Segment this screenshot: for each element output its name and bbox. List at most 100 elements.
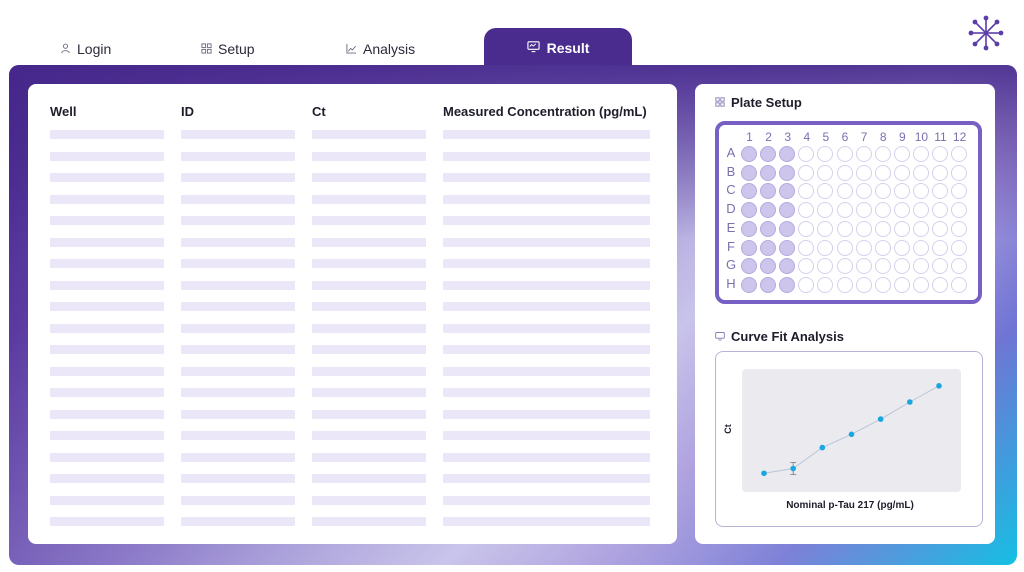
plate-well[interactable]: [779, 202, 796, 219]
plate-well[interactable]: [932, 258, 948, 275]
plate-well[interactable]: [912, 183, 929, 200]
plate-well[interactable]: [893, 146, 910, 162]
plate-well[interactable]: [893, 276, 910, 293]
plate-well[interactable]: [760, 239, 777, 256]
plate-well[interactable]: [779, 146, 796, 162]
plate-well[interactable]: [817, 164, 834, 181]
plate-well[interactable]: [760, 164, 777, 181]
plate-well[interactable]: [836, 258, 853, 275]
plate-well[interactable]: [741, 164, 757, 181]
plate-well[interactable]: [855, 239, 872, 256]
plate-well[interactable]: [741, 146, 757, 162]
plate-well[interactable]: [874, 146, 891, 162]
plate-well[interactable]: [912, 202, 929, 219]
plate-well[interactable]: [836, 276, 853, 293]
plate-well[interactable]: [932, 220, 948, 237]
plate-well[interactable]: [874, 239, 891, 256]
plate-well[interactable]: [741, 258, 757, 275]
plate-well[interactable]: [951, 258, 968, 275]
plate-well[interactable]: [779, 220, 796, 237]
plate-well[interactable]: [760, 258, 777, 275]
plate-well[interactable]: [874, 276, 891, 293]
plate-well[interactable]: [855, 146, 872, 162]
plate-well[interactable]: [779, 164, 796, 181]
plate-well[interactable]: [855, 258, 872, 275]
plate-well[interactable]: [874, 220, 891, 237]
plate-well[interactable]: [932, 239, 948, 256]
plate-well[interactable]: [817, 276, 834, 293]
plate-well[interactable]: [912, 239, 929, 256]
plate-well[interactable]: [836, 146, 853, 162]
plate-well[interactable]: [741, 183, 757, 200]
plate-well[interactable]: [817, 220, 834, 237]
tab-login[interactable]: Login: [60, 36, 111, 62]
plate-well[interactable]: [855, 276, 872, 293]
plate-well[interactable]: [836, 164, 853, 181]
plate-well[interactable]: [836, 183, 853, 200]
plate-well[interactable]: [951, 146, 968, 162]
plate-well[interactable]: [779, 258, 796, 275]
plate-well[interactable]: [855, 202, 872, 219]
plate-well[interactable]: [951, 164, 968, 181]
plate-well[interactable]: [932, 164, 948, 181]
plate-well[interactable]: [798, 164, 815, 181]
plate-well[interactable]: [893, 258, 910, 275]
plate-well[interactable]: [893, 202, 910, 219]
plate-well[interactable]: [836, 202, 853, 219]
plate-well[interactable]: [760, 202, 777, 219]
plate-well[interactable]: [798, 239, 815, 256]
tab-result[interactable]: Result: [484, 28, 632, 68]
plate-well[interactable]: [893, 183, 910, 200]
plate-well[interactable]: [932, 276, 948, 293]
plate-well[interactable]: [951, 276, 968, 293]
plate-well[interactable]: [932, 202, 948, 219]
plate-well[interactable]: [932, 183, 948, 200]
plate-well[interactable]: [760, 276, 777, 293]
plate-well[interactable]: [951, 183, 968, 200]
plate-well[interactable]: [874, 202, 891, 219]
plate-well[interactable]: [779, 276, 796, 293]
plate-well[interactable]: [817, 258, 834, 275]
tab-analysis[interactable]: Analysis: [346, 36, 415, 62]
plate-well[interactable]: [779, 239, 796, 256]
plate-well[interactable]: [951, 239, 968, 256]
plate-well[interactable]: [798, 258, 815, 275]
plate-well[interactable]: [798, 276, 815, 293]
plate-well[interactable]: [893, 220, 910, 237]
plate-well[interactable]: [912, 220, 929, 237]
plate-well[interactable]: [798, 146, 815, 162]
plate-well[interactable]: [760, 146, 777, 162]
plate-well[interactable]: [798, 202, 815, 219]
plate-well[interactable]: [855, 220, 872, 237]
plate-well[interactable]: [912, 276, 929, 293]
plate-well[interactable]: [855, 183, 872, 200]
plate-well[interactable]: [932, 146, 948, 162]
plate-well[interactable]: [893, 239, 910, 256]
plate-well[interactable]: [912, 146, 929, 162]
plate-well[interactable]: [817, 146, 834, 162]
plate-well[interactable]: [874, 258, 891, 275]
plate-well[interactable]: [893, 164, 910, 181]
tab-setup[interactable]: Setup: [201, 36, 255, 62]
plate-well[interactable]: [741, 239, 757, 256]
plate-well[interactable]: [874, 164, 891, 181]
plate-well[interactable]: [855, 164, 872, 181]
plate-well[interactable]: [741, 220, 757, 237]
plate-well[interactable]: [741, 202, 757, 219]
plate-well[interactable]: [951, 202, 968, 219]
plate-well[interactable]: [912, 164, 929, 181]
plate-well[interactable]: [779, 183, 796, 200]
plate-well[interactable]: [817, 183, 834, 200]
plate-well[interactable]: [817, 239, 834, 256]
plate-well[interactable]: [798, 220, 815, 237]
plate-well[interactable]: [874, 183, 891, 200]
plate-well[interactable]: [760, 220, 777, 237]
plate-well[interactable]: [817, 202, 834, 219]
plate-well[interactable]: [836, 220, 853, 237]
plate-well[interactable]: [760, 183, 777, 200]
plate-well[interactable]: [951, 220, 968, 237]
plate-well[interactable]: [798, 183, 815, 200]
plate-well[interactable]: [912, 258, 929, 275]
plate-well[interactable]: [836, 239, 853, 256]
plate-well[interactable]: [741, 276, 757, 293]
